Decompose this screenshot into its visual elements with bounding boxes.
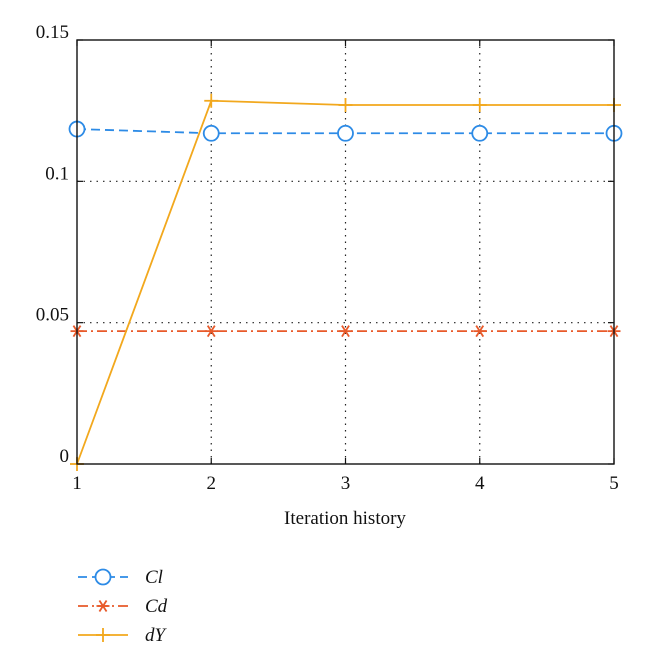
legend-label-cl: Cl (145, 567, 163, 588)
x-tick-label: 4 (475, 473, 485, 494)
data-point-cd-3 (339, 325, 352, 338)
data-point-dy-2 (204, 93, 219, 108)
x-tick-label: 3 (341, 473, 351, 494)
series-line-dy (76, 99, 614, 465)
legend-marker-dy (96, 628, 110, 642)
y-tick-label: 0.15 (36, 22, 69, 43)
y-tick-label: 0 (60, 446, 70, 467)
legend-marker-cl (94, 568, 112, 586)
data-point-dy-4 (472, 98, 487, 113)
y-tick-label: 0.1 (45, 163, 69, 184)
legend-item-dy: dY (78, 625, 168, 646)
legend-item-cl: Cl (78, 567, 163, 588)
data-point-cl-3 (337, 124, 354, 142)
y-axis-ticks: 0 0.05 0.1 0.15 (36, 22, 614, 467)
data-point-cd-2 (204, 325, 218, 338)
data-point-cl-2 (202, 124, 220, 142)
legend-label-dy: dY (145, 625, 168, 646)
data-series (68, 93, 623, 471)
legend-marker-cd (96, 599, 110, 613)
data-point-cd-4 (473, 325, 487, 338)
x-tick-label: 2 (207, 473, 217, 494)
y-tick-label: 0.05 (36, 305, 69, 326)
data-point-dy-3 (338, 98, 353, 113)
legend-item-cd: Cd (78, 596, 168, 617)
legend-label-cd: Cd (145, 596, 168, 617)
x-tick-label: 5 (609, 473, 619, 494)
legend: Cl Cd dY (78, 567, 168, 646)
x-axis-label: Iteration history (284, 508, 406, 529)
x-tick-label: 1 (72, 473, 82, 494)
data-point-cl-4 (471, 124, 489, 142)
plot-frame (76, 39, 615, 465)
